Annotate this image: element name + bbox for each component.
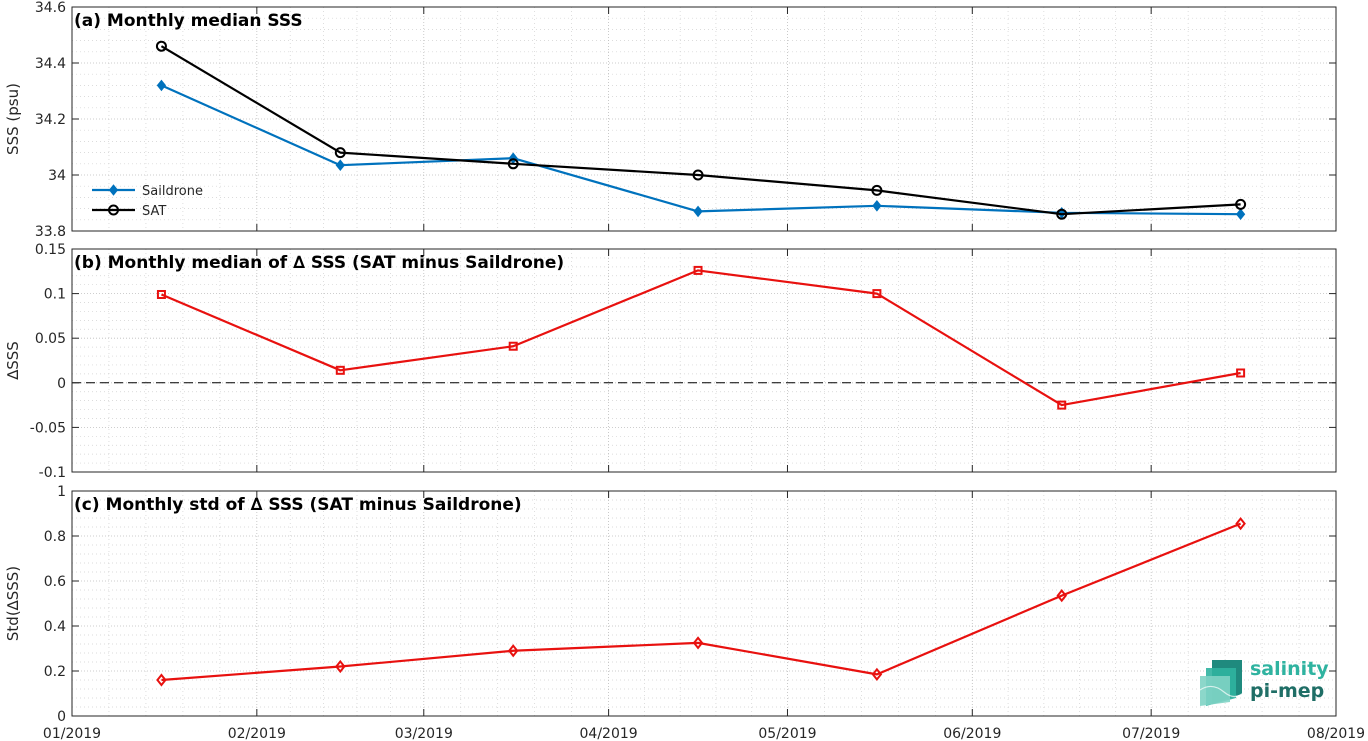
panel-c: 0 0.2 0.4 0.6 0.8 1 Std(∆SSS) (c) Monthly std o… (4, 484, 1337, 725)
data-point (156, 289, 166, 299)
y-tick-label: 0 (57, 376, 66, 392)
y-tick-label: 0.8 (44, 529, 66, 545)
y-tick-label: -0.1 (39, 465, 66, 481)
panel-b: -0.1 -0.05 0 0.05 0.1 0.15 ∆SSS (b) Monthly med… (4, 242, 1337, 481)
series-line (160, 45, 1241, 216)
data-point (871, 184, 883, 196)
y-tick-label: 34 (48, 168, 66, 184)
data-point (1235, 517, 1246, 531)
data-point (335, 659, 346, 674)
x-axis: 01/2019 02/2019 03/2019 04/2019 05/2019 06/20… (43, 726, 1365, 741)
panel-title: (c) Monthly std of ∆ SSS (SAT minus Sail… (74, 495, 522, 515)
series-line (161, 269, 1241, 407)
tick-marks (71, 6, 1337, 232)
data-point (507, 644, 519, 658)
y-tick-label: 34.6 (35, 0, 66, 16)
data-point (1235, 198, 1247, 210)
y-tick-label: 0.05 (35, 331, 66, 347)
y-tick-label: 0.2 (44, 664, 66, 680)
data-point (507, 158, 519, 170)
x-tick-label: 03/2019 (395, 726, 453, 741)
data-point (693, 205, 703, 218)
data-point (872, 199, 882, 212)
plot-area (72, 491, 1336, 716)
data-point (156, 79, 167, 92)
panel-title: (b) Monthly median of ∆ SSS (SAT minus S… (74, 253, 564, 273)
tick-marks (71, 490, 1337, 717)
y-tick-label: 33.8 (35, 224, 66, 240)
x-tick-label: 08/2019 (1307, 726, 1365, 741)
legend-marker (108, 184, 119, 196)
logo-line1: salinity (1250, 658, 1329, 680)
y-axis-label: SSS (psu) (4, 83, 22, 155)
y-tick-label: 0.4 (44, 619, 66, 635)
chart-panels: 33.8 34 34.2 34.4 34.6 SSS (psu) (a) Monthly m… (4, 0, 1337, 725)
legend-label: SAT (142, 204, 166, 219)
series-line (161, 522, 1242, 682)
data-point (508, 341, 518, 351)
data-point (1236, 368, 1246, 378)
y-axis-label: Std(∆SSS) (4, 566, 22, 641)
logo: salinity pi-mep (1199, 658, 1329, 706)
data-point (156, 673, 167, 687)
data-point (693, 265, 703, 275)
y-tick-label: 0.6 (44, 574, 66, 590)
y-tick-label: -0.05 (30, 420, 66, 436)
axes-box (71, 248, 1337, 473)
data-point (692, 636, 704, 650)
x-tick-label: 02/2019 (228, 726, 286, 741)
series-b-0 (156, 265, 1246, 410)
data-point (155, 40, 167, 52)
panel-title: (a) Monthly median SSS (74, 11, 303, 31)
tick-marks (71, 248, 1337, 473)
x-tick-label: 04/2019 (580, 726, 638, 741)
x-tick-label: 05/2019 (758, 726, 816, 741)
data-point (1056, 208, 1068, 220)
legend-marker (108, 204, 119, 216)
x-tick-label: 06/2019 (943, 726, 1001, 741)
y-tick-label: 34.2 (35, 112, 66, 128)
y-axis-label: ∆SSS (4, 341, 22, 381)
data-point (1057, 400, 1067, 410)
logo-line2: pi-mep (1250, 680, 1324, 702)
plot-area (72, 249, 1336, 472)
y-tick-label: 34.4 (35, 56, 66, 72)
data-point (1056, 589, 1068, 603)
data-point (335, 159, 345, 172)
panel-a: 33.8 34 34.2 34.4 34.6 SSS (psu) (a) Monthly m… (4, 0, 1337, 240)
series-sat (155, 40, 1247, 220)
data-point (335, 365, 345, 375)
series-c-0 (156, 517, 1246, 687)
y-tick-label: 0 (57, 709, 66, 725)
data-point (692, 169, 704, 181)
data-point (1235, 208, 1246, 221)
legend-label: Saildrone (142, 184, 203, 199)
axes-box (71, 490, 1337, 717)
logo-mark-icon (1199, 660, 1247, 706)
data-point (871, 667, 883, 681)
x-tick-label: 01/2019 (43, 726, 101, 741)
minor-grid (72, 249, 1336, 472)
legend: Saildrone SAT (92, 184, 203, 219)
x-tick-label: 07/2019 (1122, 726, 1180, 741)
data-point (872, 289, 882, 299)
data-point (334, 147, 346, 159)
y-tick-label: 0.15 (35, 242, 66, 258)
y-tick-label: 0.1 (44, 287, 66, 303)
y-tick-label: 1 (57, 484, 66, 500)
